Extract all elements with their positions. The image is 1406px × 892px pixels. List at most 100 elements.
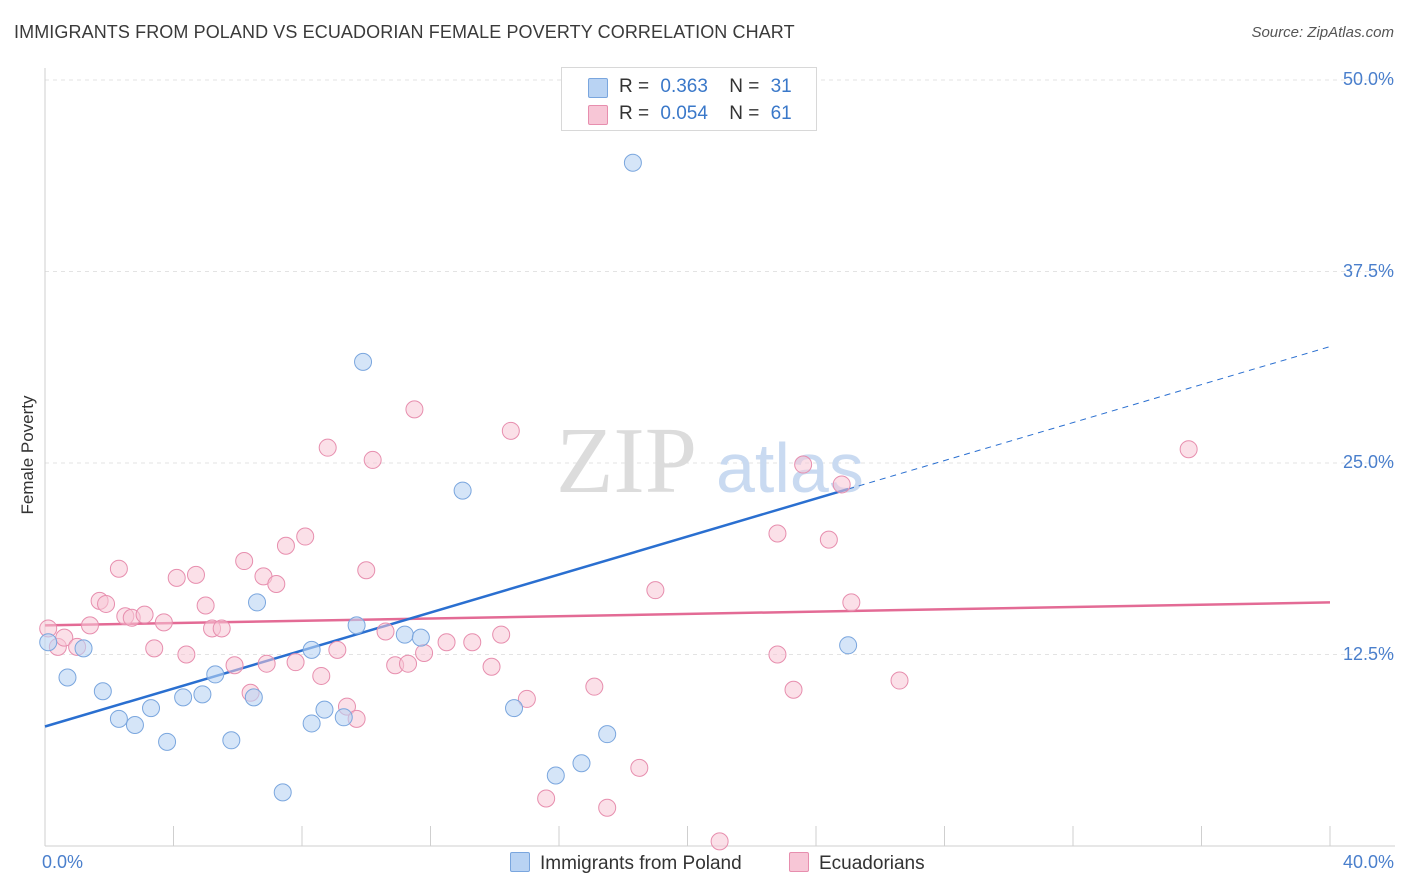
data-point-ecuadorians (267, 575, 286, 594)
data-point-poland (244, 688, 263, 707)
data-point-ecuadorians (196, 596, 215, 615)
data-point-ecuadorians (832, 475, 851, 494)
data-point-ecuadorians (80, 616, 99, 635)
data-point-ecuadorians (257, 654, 276, 673)
data-point-poland (58, 668, 77, 687)
data-point-ecuadorians (225, 656, 244, 675)
data-point-ecuadorians (437, 633, 456, 652)
data-point-ecuadorians (145, 639, 164, 658)
correlation-legend: R = 0.363 N = 31 R = 0.054 N = 61 (561, 67, 817, 131)
watermark: ZIP atlas (556, 409, 864, 513)
y-axis-label: Female Poverty (18, 395, 37, 515)
source-label: Source: ZipAtlas.com (1251, 24, 1394, 41)
data-point-ecuadorians (405, 400, 424, 419)
data-point-ecuadorians (482, 657, 501, 676)
y-tick-label: 25.0% (1342, 452, 1394, 472)
data-point-ecuadorians (415, 643, 434, 662)
legend-r-value: 0.363 (660, 76, 708, 97)
y-tick-label: 12.5% (1342, 643, 1394, 664)
data-point-ecuadorians (890, 671, 909, 690)
legend-n-value: 31 (770, 76, 792, 97)
watermark-zip: ZIP (556, 409, 697, 513)
x-tick-label-max: 40.0% (1342, 852, 1394, 872)
data-point-ecuadorians (312, 666, 331, 685)
data-point-poland (505, 699, 524, 718)
legend-swatch-ecuador (789, 852, 809, 872)
data-point-poland (347, 616, 366, 635)
data-point-ecuadorians (537, 789, 556, 808)
data-point-ecuadorians (646, 581, 665, 600)
data-point-ecuadorians (768, 645, 787, 664)
legend-swatch-ecuador (588, 105, 608, 125)
data-point-ecuadorians (819, 530, 838, 549)
data-point-ecuadorians (630, 758, 649, 777)
data-point-ecuadorians (135, 605, 154, 624)
data-point-ecuadorians (492, 625, 511, 644)
data-point-poland (598, 725, 617, 744)
data-point-poland (248, 593, 267, 612)
y-tick-label: 50.0% (1342, 69, 1394, 89)
data-point-ecuadorians (296, 527, 315, 546)
x-tick-label-min: 0.0% (42, 852, 84, 872)
y-tick-label: 37.5% (1342, 260, 1394, 281)
data-point-ecuadorians (177, 645, 196, 664)
data-point-poland (395, 625, 414, 644)
data-point-ecuadorians (517, 689, 536, 708)
trend-line-poland (44, 487, 849, 728)
legend-n-label: N = (729, 103, 760, 124)
data-point-poland (453, 481, 472, 500)
data-point-poland (109, 709, 128, 728)
legend-r-label: R = (619, 76, 650, 97)
data-point-ecuadorians (357, 561, 376, 580)
data-point-ecuadorians (1179, 440, 1198, 459)
chart-title: IMMIGRANTS FROM POLAND VS ECUADORIAN FEM… (14, 22, 795, 42)
data-point-ecuadorians (154, 613, 173, 632)
data-point-poland (411, 628, 430, 647)
data-point-ecuadorians (842, 593, 861, 612)
legend-swatch-poland (588, 78, 608, 98)
data-point-poland (158, 732, 177, 751)
legend-n-value: 61 (770, 103, 792, 124)
data-point-poland (142, 699, 161, 718)
data-point-ecuadorians (286, 653, 305, 672)
legend-r-value: 0.054 (660, 103, 708, 124)
data-point-ecuadorians (768, 524, 787, 543)
data-point-ecuadorians (794, 455, 813, 474)
data-point-ecuadorians (501, 421, 520, 440)
data-point-poland (839, 636, 858, 655)
data-point-poland (206, 665, 225, 684)
data-point-ecuadorians (463, 633, 482, 652)
trend-lines (44, 346, 1331, 728)
data-point-ecuadorians (399, 654, 418, 673)
legend-label-ecuador: Ecuadorians (819, 853, 925, 874)
data-point-poland (193, 685, 212, 704)
data-point-ecuadorians (276, 536, 295, 555)
data-point-poland (93, 682, 112, 701)
data-point-ecuadorians (167, 568, 186, 587)
data-point-ecuadorians (186, 565, 205, 584)
data-point-ecuadorians (328, 640, 347, 659)
data-point-ecuadorians (784, 680, 803, 699)
legend-item-ecuador: Ecuadorians (789, 852, 925, 875)
watermark-atlas: atlas (716, 429, 864, 507)
data-point-poland (74, 639, 93, 658)
data-point-ecuadorians (598, 798, 617, 817)
data-point-poland (354, 352, 373, 371)
data-point-poland (302, 714, 321, 733)
data-point-ecuadorians (710, 832, 729, 851)
data-point-ecuadorians (97, 594, 116, 613)
data-point-ecuadorians (318, 438, 337, 457)
trend-line-ecuadorians (44, 601, 1331, 627)
data-point-poland (222, 731, 241, 750)
data-point-poland (174, 688, 193, 707)
data-point-ecuadorians (109, 559, 128, 578)
data-point-poland (302, 640, 321, 659)
data-point-poland (125, 715, 144, 734)
legend-r-label: R = (619, 103, 650, 124)
data-point-poland (334, 708, 353, 727)
data-point-ecuadorians (235, 552, 254, 571)
data-points (39, 103, 1198, 851)
data-point-poland (623, 153, 642, 172)
data-point-poland (315, 700, 334, 719)
